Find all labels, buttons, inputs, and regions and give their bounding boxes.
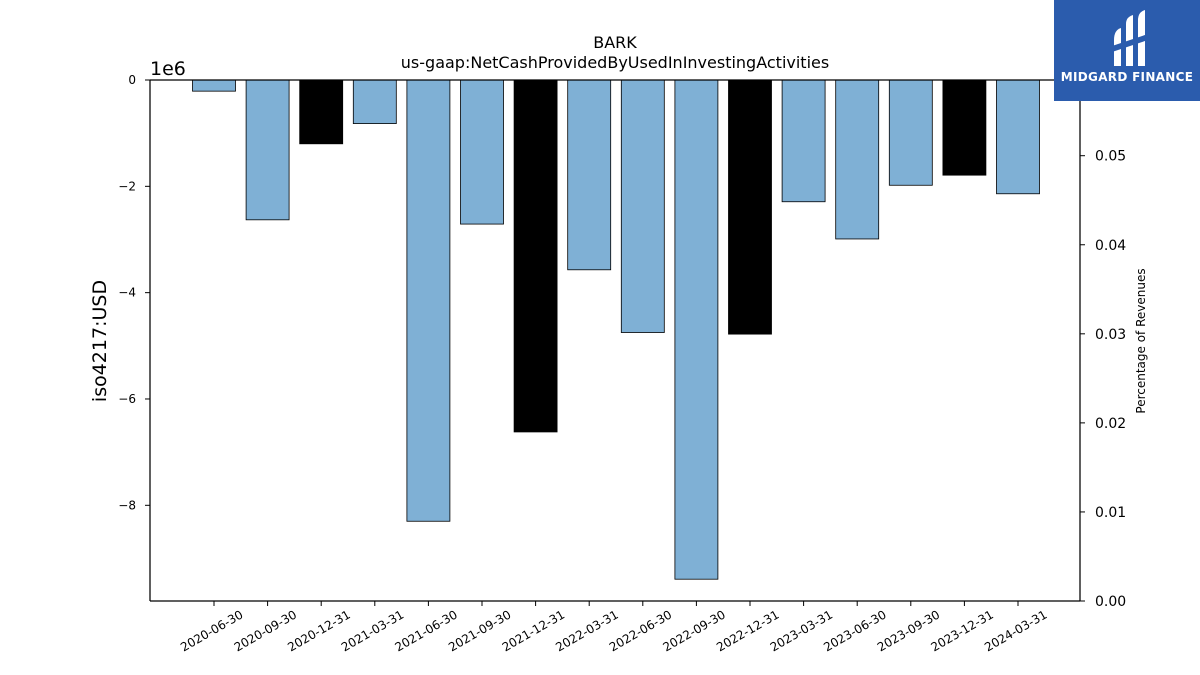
bar-2023-09-30 — [888, 79, 933, 186]
chart-subtitle: us-gaap:NetCashProvidedByUsedInInvesting… — [401, 53, 829, 72]
y-tick-label: −8 — [118, 498, 136, 512]
y2-axis-ticks: 0.00 0.01 0.02 0.03 0.04 0.05 — [1080, 149, 1126, 610]
y2-tick-label: 0.05 — [1095, 149, 1126, 165]
y-offset-label: 1e6 — [150, 58, 186, 80]
bar-2021-06-30 — [406, 79, 451, 522]
bar-2021-09-30 — [460, 79, 504, 225]
bar-2020-12-31 — [299, 79, 344, 145]
y2-axis-label: Percentage of Revenues — [1134, 268, 1148, 413]
y-tick-label: −4 — [118, 286, 136, 300]
bar-2021-03-31 — [352, 79, 397, 124]
bar-2020-09-30 — [245, 79, 290, 221]
bar-2021-12-31 — [513, 79, 558, 433]
bar-2023-03-31 — [781, 79, 826, 203]
bar-2024-03-31 — [996, 79, 1040, 195]
bar-2022-03-31 — [567, 79, 612, 271]
y2-tick-label: 0.00 — [1095, 594, 1126, 610]
y-axis-label: iso4217:USD — [89, 280, 111, 402]
bar-2023-12-31 — [942, 79, 987, 176]
brand-logo: MIDGARD FINANCE — [1054, 0, 1200, 101]
bar-2022-12-31 — [728, 79, 772, 335]
bar-2022-09-30 — [674, 79, 719, 580]
x-axis-ticks: 2020-06-302020-09-302020-12-312021-03-31… — [178, 601, 1050, 654]
y-tick-label: −6 — [118, 392, 136, 406]
bars — [192, 79, 1040, 580]
logo-mark-icon — [1112, 10, 1148, 66]
y2-tick-label: 0.02 — [1095, 416, 1126, 432]
bar-2023-06-30 — [835, 79, 880, 240]
chart-title: BARK — [593, 33, 637, 52]
bar-2020-06-30 — [192, 79, 236, 92]
y2-tick-label: 0.04 — [1095, 238, 1126, 254]
bar-2022-06-30 — [620, 79, 665, 333]
logo-text: MIDGARD FINANCE — [1060, 70, 1194, 84]
y-tick-label: −2 — [118, 179, 136, 193]
y-tick-label: 0 — [128, 73, 136, 87]
y-axis-ticks: 0 −2 −4 −6 −8 — [118, 73, 150, 512]
y2-tick-label: 0.01 — [1095, 505, 1126, 521]
axes — [149, 79, 1081, 602]
y2-tick-label: 0.03 — [1095, 327, 1126, 343]
